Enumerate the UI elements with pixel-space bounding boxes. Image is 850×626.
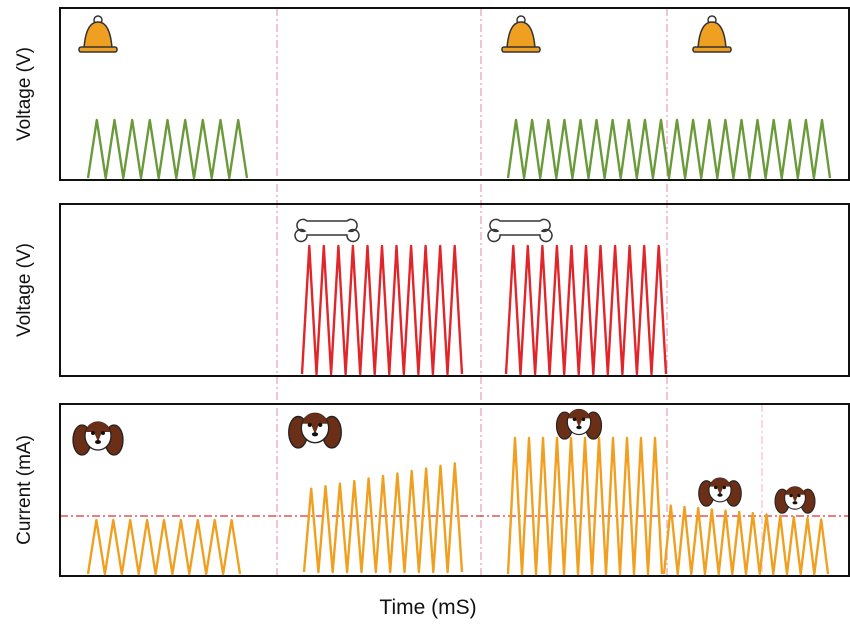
dog-nose [576,426,581,430]
dog-nose [717,493,722,496]
dog-icon [775,487,815,513]
dog-nose [95,440,101,444]
dog-eye [789,494,792,497]
x-axis-label: Time (mS) [379,596,476,619]
bell-icon [79,16,117,52]
dog-icon [73,422,123,455]
waveform [304,463,462,572]
y-axis-label: Current (mA) [14,435,35,545]
bone-icon [488,219,552,241]
dog-icon [289,413,342,448]
bone-icon [295,219,359,241]
dog-eye [723,486,726,489]
dog-eye [101,431,105,435]
bell-icon [693,16,731,52]
waveform [508,120,830,178]
waveform [88,120,247,178]
dog-eye [714,486,717,489]
bell-icon [502,16,540,52]
dog-eye [582,418,586,422]
dog-eye [318,423,322,427]
waveform [302,246,462,374]
dog-eye [91,431,95,435]
waveform [508,438,662,574]
figure: Voltage (V) Voltage (V) Current (mA) Tim… [0,0,850,626]
dog-nose [793,501,798,504]
dog-icon [557,409,602,439]
dog-eye [797,494,800,497]
dog-eye [308,423,312,427]
waveform [88,520,240,574]
panel-frame [60,204,849,376]
dog-eye [573,418,577,422]
y-axis-label: Voltage (V) [14,47,35,141]
dog-nose [312,432,318,436]
y-axis-label: Voltage (V) [14,243,35,337]
dog-icon [699,478,742,506]
waveform [506,246,666,374]
